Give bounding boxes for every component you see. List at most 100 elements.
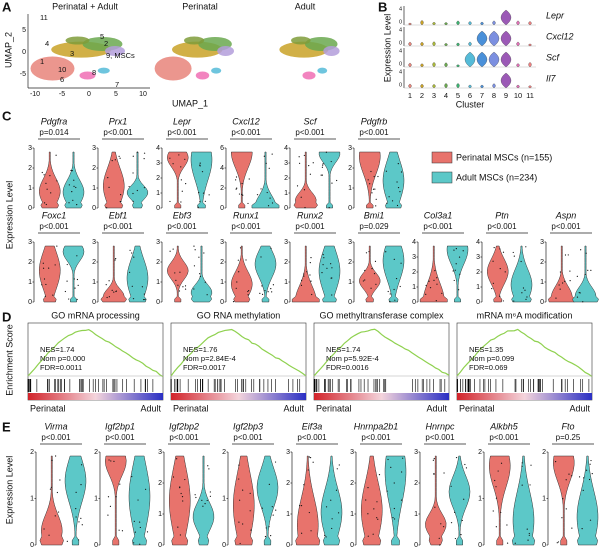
gene-name: Eif3a <box>302 421 323 431</box>
cell-dot <box>180 166 182 168</box>
cell-dot <box>399 191 401 193</box>
cell-dot <box>128 185 130 188</box>
cell-dot <box>370 170 372 173</box>
violin <box>126 151 149 209</box>
violin <box>432 21 436 26</box>
cell-dot <box>235 287 237 289</box>
cell-dot <box>492 510 494 512</box>
cell-dot <box>185 183 187 185</box>
violin <box>105 455 127 546</box>
cell-dot <box>118 529 120 531</box>
cell-dot <box>134 531 136 533</box>
cell-dot <box>576 275 578 277</box>
cell-dot <box>121 530 124 532</box>
violin <box>492 20 496 26</box>
x-tick-label: 6 <box>468 91 472 100</box>
panel-label: A <box>2 0 12 14</box>
x-axis-label: UMAP_1 <box>172 98 208 108</box>
rank-gradient <box>171 393 306 400</box>
violin <box>444 43 448 47</box>
cell-dot <box>204 503 206 505</box>
cell-dot <box>564 254 567 256</box>
cell-dot <box>506 524 508 526</box>
cell-dot <box>303 273 305 275</box>
gene-name: Lepr <box>173 116 192 126</box>
cell-dot <box>304 207 306 209</box>
cell-dot <box>76 298 78 301</box>
cell-dot <box>521 292 523 294</box>
cell-dot <box>586 469 588 471</box>
y-tick-label: 1 <box>284 279 288 286</box>
cell-dot <box>107 514 109 516</box>
cell-dot <box>296 185 299 187</box>
y-tick-label: 3 <box>284 160 288 167</box>
cell-dot <box>144 298 146 301</box>
cell-dot <box>308 165 310 167</box>
cell-dot <box>132 200 134 202</box>
cell-dot <box>207 465 209 467</box>
cell-dot <box>108 459 110 461</box>
cell-dot <box>44 295 46 297</box>
cell-dot <box>521 484 523 486</box>
cell-dot <box>322 254 324 256</box>
violin <box>361 455 383 546</box>
cell-dot <box>271 506 273 508</box>
rank-end-label: Perinatal <box>316 403 352 413</box>
cell-dot <box>49 175 51 177</box>
cell-dot <box>43 278 46 280</box>
x-tick-label: 3 <box>432 91 436 100</box>
violin <box>476 51 488 68</box>
violin <box>432 62 436 68</box>
x-tick-label: 8 <box>492 91 496 100</box>
cell-dot <box>433 279 435 281</box>
violin <box>468 41 472 47</box>
y-tick-label: 0 <box>399 82 402 88</box>
y-tick-label: 0 <box>399 61 402 67</box>
cell-dot <box>492 282 494 284</box>
gene-name: Fto <box>561 421 574 431</box>
cell-dot <box>241 193 243 196</box>
y-tick-label: 3 <box>28 239 32 246</box>
gene-name: Prx1 <box>109 116 128 126</box>
cell-dot <box>561 517 563 519</box>
cell-dot <box>111 160 113 162</box>
cell-dot <box>56 245 58 247</box>
cell-dot <box>528 532 530 535</box>
cell-dot <box>491 287 493 290</box>
cell-dot <box>400 499 403 501</box>
cell-dot <box>521 465 523 467</box>
y-tick-label: 0 <box>348 299 352 306</box>
cell-dot <box>55 455 57 457</box>
cell-dot <box>76 204 78 206</box>
cell-dot <box>299 504 301 507</box>
cell-dot <box>458 256 461 258</box>
gene-name: Il7 <box>546 73 557 83</box>
cell-dot <box>311 293 313 296</box>
cell-dot <box>107 176 109 179</box>
cell-dot <box>326 267 328 269</box>
x-tick-label: 4 <box>444 91 448 100</box>
cell-dot <box>513 255 515 257</box>
cell-dot <box>386 490 388 492</box>
cell-dot <box>179 534 181 536</box>
cell-dot <box>247 294 249 296</box>
cell-dot <box>80 517 82 519</box>
gsea-stat: NES=1.76 <box>183 345 217 354</box>
y-tick-label: 1 <box>412 284 416 291</box>
gsea-stat: NES=1.74 <box>326 345 360 354</box>
cell-dot <box>232 301 235 303</box>
y-tick-label: 0 <box>412 299 416 306</box>
rank-gradient <box>457 393 592 400</box>
cell-dot <box>584 273 586 276</box>
y-tick-label: 1 <box>220 279 224 286</box>
cell-dot <box>181 190 183 192</box>
cell-dot <box>52 294 54 296</box>
x-tick-label: 11 <box>526 91 534 100</box>
cell-dot <box>115 257 117 260</box>
cell-dot <box>268 526 270 528</box>
cell-dot <box>454 269 456 271</box>
cell-dot <box>248 178 250 180</box>
y-tick-label: 3 <box>476 254 480 261</box>
cell-dot <box>198 256 200 258</box>
cell-dot <box>72 199 74 201</box>
